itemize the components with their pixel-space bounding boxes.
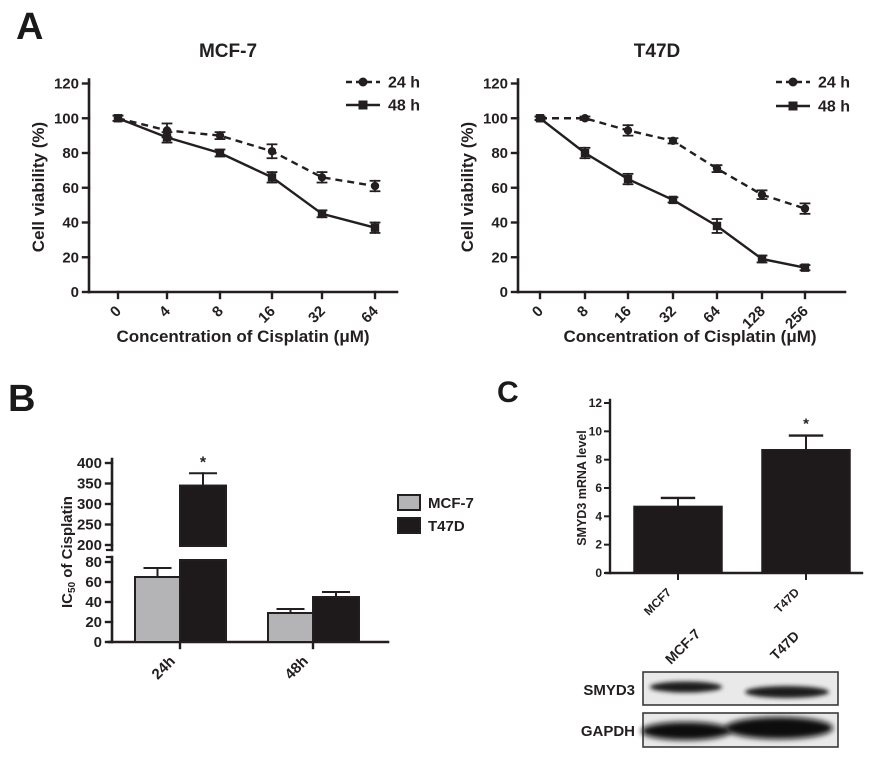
significance-star: * [803,416,809,433]
y-tick-label: 0 [94,634,102,651]
x-axis-label: Concentration of Cisplatin (μM) [563,327,816,346]
series-48-h [112,114,381,234]
axes: 200 250 300 350 400 0 20 40 60 80 24h 48h [77,455,390,683]
blot-band-t47d [725,717,833,739]
y-tick-label: 20 [85,614,102,631]
legend-label: 48 h [818,99,850,116]
panel-a-label: A [16,6,44,48]
legend: 24 h 48 h [346,75,420,115]
y-tick-label: 80 [491,145,508,162]
legend-label: 24 h [818,75,850,92]
y-tick-label: 80 [62,145,79,162]
y-tick-label: 20 [491,249,508,266]
x-tick-label: 0 [529,303,547,321]
y-tick-label: 400 [77,455,102,472]
series-24-h [112,114,381,193]
x-tick-label: 64 [358,302,382,326]
x-tick-label: 64 [700,302,724,326]
y-axis-label: Cell viability (%) [458,122,477,252]
x-tick-label: 32 [305,303,329,327]
x-tick-label: 48h [282,653,312,683]
x-tick-label: 32 [656,303,680,327]
y-axis-label: SMYD3 mRNA level [575,430,589,546]
panel-c-label: C [497,376,519,409]
x-tick-label: 8 [574,303,592,321]
y-tick-label: 0 [71,284,79,301]
blot-lane-label: T47D [767,628,803,664]
chart-title: T47D [634,41,680,62]
y-tick-label: 40 [85,594,102,611]
x-tick-label: 0 [107,303,125,321]
y-tick-label: 120 [54,76,79,93]
y-tick-label: 100 [483,110,508,127]
y-tick-label: 250 [77,517,102,534]
significance-star: * [200,454,207,471]
y-tick-label: 300 [77,496,102,513]
bar-t47d-48h [312,591,360,643]
blot-row-label: GAPDH [581,723,635,740]
y-tick-label: 40 [62,215,79,232]
legend-label: 24 h [388,75,420,92]
mcf7-viability-line-chart: 0 20 40 60 80 100 120 0 4 8 16 32 64 MCF-7 Cell viabil… [29,41,420,346]
series-24-h [534,114,811,215]
y-tick-label: 4 [595,509,602,523]
blot-band-mcf-7 [650,681,722,693]
y-tick-label: 60 [62,180,79,197]
y-tick-label: 6 [595,481,602,495]
y-tick-label: 60 [85,574,102,591]
bar-t47d [761,434,851,574]
y-tick-label: 200 [77,537,102,554]
ic50-bar-chart: 200 250 300 350 400 0 20 40 60 80 24h 48h IC50 of Ci… [59,454,474,683]
x-tick-label: 16 [255,303,279,327]
y-tick-label: 2 [595,538,602,552]
y-axis-label: Cell viability (%) [29,122,48,252]
chart-title: MCF-7 [199,41,257,62]
panel-b-label: B [8,378,36,420]
series-48-h [534,114,811,272]
bar-t47d-24h [179,472,227,643]
legend: MCF-7 T47D [397,494,474,535]
y-tick-label: 350 [77,476,102,493]
y-tick-label: 0 [595,566,602,580]
y-tick-label: 8 [595,453,602,467]
y-tick-label: 60 [491,180,508,197]
legend: 24 h 48 h [776,75,850,116]
y-tick-label: 10 [589,424,603,438]
y-tick-label: 120 [483,76,508,93]
bar-mcf-7-24h [134,567,181,643]
bar-mcf-7-48h [267,608,314,643]
legend-label: MCF-7 [428,495,474,512]
x-axis-label: Concentration of Cisplatin (μM) [116,327,369,346]
x-tick-label: 4 [156,302,174,320]
y-tick-label: 20 [62,249,79,266]
bar-mcf7 [633,496,723,574]
x-tick-label: 24h [149,653,179,683]
y-tick-label: 100 [54,110,79,127]
y-tick-label: 0 [500,284,508,301]
y-tick-label: 40 [491,215,508,232]
y-tick-label: 12 [589,396,603,410]
western-blot-image: MCF-7 T47D SMYD3 GAPDH [581,625,839,748]
blot-band-t47d [745,686,829,698]
x-tick-label: 16 [611,303,635,327]
y-axis-label: IC50 of Cisplatin [59,496,78,608]
blot-lane-label: MCF-7 [662,625,704,667]
y-tick-label: 80 [85,554,102,571]
x-tick-label: 8 [209,303,227,321]
legend-label: 48 h [388,98,420,115]
blot-band-mcf-7 [641,722,731,740]
blot-row-label: SMYD3 [583,682,635,699]
legend-label: T47D [428,518,465,535]
axes: 0 20 40 60 80 100 120 0 4 8 16 32 64 [54,76,399,327]
